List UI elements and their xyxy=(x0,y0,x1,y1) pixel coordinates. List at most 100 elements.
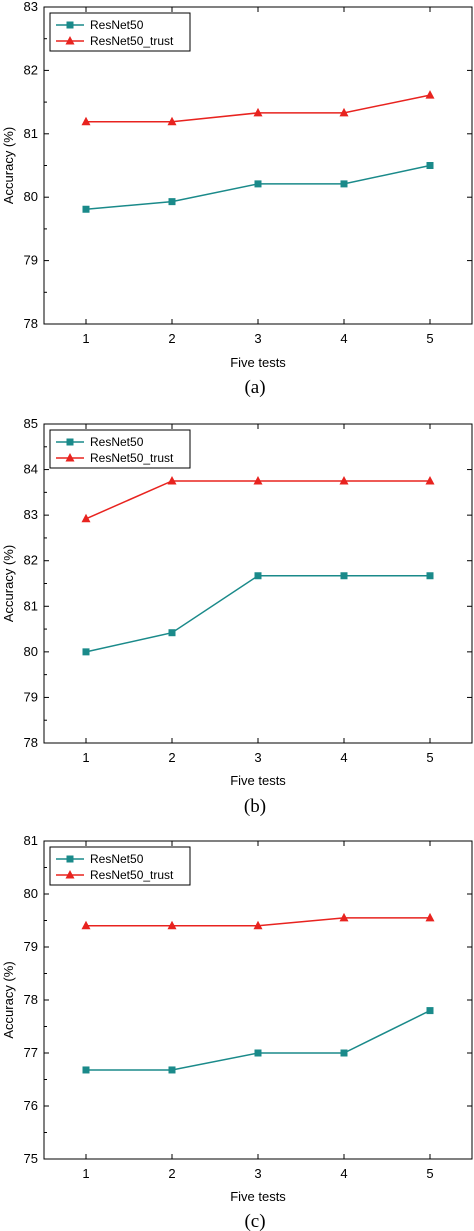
data-point-triangle xyxy=(425,90,435,99)
x-tick-label: 5 xyxy=(426,750,433,765)
plot-frame xyxy=(43,423,473,744)
data-point-triangle xyxy=(167,920,177,930)
legend-label: ResNet50_trust xyxy=(90,868,174,882)
y-tick-label: 81 xyxy=(24,598,38,613)
x-tick-label: 2 xyxy=(168,331,175,346)
x-tick-label: 2 xyxy=(168,750,175,765)
x-tick-label: 4 xyxy=(340,1166,347,1181)
data-point-square xyxy=(340,572,348,580)
data-point-square xyxy=(254,572,262,580)
data-point-triangle xyxy=(253,107,263,117)
legend-marker-triangle xyxy=(65,36,75,45)
x-tick-label: 3 xyxy=(254,750,261,765)
data-point-triangle xyxy=(81,116,91,126)
data-point-triangle xyxy=(339,475,349,485)
legend-box xyxy=(49,846,191,886)
y-tick-label: 79 xyxy=(24,689,38,704)
figure-caption: (b) xyxy=(244,796,266,817)
data-point-square xyxy=(340,1049,348,1057)
legend-label: ResNet50 xyxy=(90,435,144,449)
data-point-square xyxy=(168,198,176,206)
y-axis-label: Accuracy (%) xyxy=(1,127,16,204)
legend-box xyxy=(49,12,191,52)
series-line-2 xyxy=(85,480,430,520)
data-point-square xyxy=(254,1049,262,1057)
data-point-triangle xyxy=(425,912,435,922)
data-point-square xyxy=(340,180,348,188)
chart-panel-3: 75 76 77 78 79 80 81 1 2 3 4 5 Five tests Accuracy (%… xyxy=(1,833,473,1231)
y-tick-label: 79 xyxy=(24,939,38,954)
data-point-square xyxy=(426,162,434,169)
legend-marker-triangle xyxy=(65,453,75,462)
legend-marker-square xyxy=(66,21,74,29)
y-tick-label: 76 xyxy=(24,1098,38,1113)
figure-caption: (c) xyxy=(244,1211,265,1231)
y-tick-label: 85 xyxy=(24,416,38,431)
x-tick-label: 3 xyxy=(254,331,261,346)
x-tick-label: 3 xyxy=(254,1166,261,1181)
data-point-triangle xyxy=(425,475,435,485)
y-tick-label: 81 xyxy=(24,126,38,141)
legend-label: ResNet50 xyxy=(90,852,144,866)
data-point-triangle xyxy=(81,513,91,523)
plot-frame xyxy=(43,6,473,325)
legend-marker-square xyxy=(66,438,74,446)
legend-box xyxy=(49,429,191,469)
y-tick-label: 80 xyxy=(24,644,38,659)
y-tick-label: 82 xyxy=(24,553,38,568)
y-tick-label: 83 xyxy=(24,507,38,522)
series-line-1 xyxy=(86,1009,431,1071)
chart-panel-2: 78 79 80 81 82 83 84 85 1 2 3 4 5 Five tests Accuracy … xyxy=(1,416,473,817)
data-point-triangle xyxy=(167,475,177,485)
data-point-triangle xyxy=(339,107,349,117)
y-tick-label: 82 xyxy=(24,62,38,77)
y-tick-label: 84 xyxy=(24,462,38,477)
legend-marker-triangle xyxy=(65,870,75,879)
data-point-square xyxy=(168,1066,176,1074)
y-tick-label: 78 xyxy=(24,316,38,331)
legend-marker-square xyxy=(66,855,74,863)
data-point-triangle xyxy=(253,920,263,930)
y-tick-label: 78 xyxy=(24,992,38,1007)
x-tick-label: 4 xyxy=(340,331,347,346)
x-tick-label: 5 xyxy=(426,331,433,346)
legend-label: ResNet50 xyxy=(90,18,144,32)
data-point-triangle xyxy=(81,920,91,930)
x-tick-label: 1 xyxy=(82,331,89,346)
data-point-square xyxy=(82,205,90,213)
legend-label: ResNet50_trust xyxy=(90,451,174,465)
data-point-square xyxy=(168,629,176,637)
x-tick-label: 5 xyxy=(426,1166,433,1181)
y-tick-label: 77 xyxy=(24,1045,38,1060)
x-axis-label: Five tests xyxy=(230,1189,286,1204)
y-tick-label: 80 xyxy=(24,886,38,901)
legend-label: ResNet50_trust xyxy=(90,34,174,48)
data-point-square xyxy=(82,1066,90,1074)
data-point-triangle xyxy=(339,912,349,922)
x-tick-label: 1 xyxy=(82,1166,89,1181)
x-tick-label: 2 xyxy=(168,1166,175,1181)
y-axis-label: Accuracy (%) xyxy=(1,961,16,1038)
figure-caption: (a) xyxy=(244,377,265,398)
plot-frame xyxy=(43,840,473,1160)
data-point-square xyxy=(426,572,434,580)
x-axis-label: Five tests xyxy=(230,355,286,370)
y-axis-label: Accuracy (%) xyxy=(1,545,16,622)
y-tick-label: 81 xyxy=(24,833,38,848)
series-line-1 xyxy=(85,575,430,653)
x-tick-label: 1 xyxy=(82,750,89,765)
y-tick-label: 78 xyxy=(24,735,38,750)
y-tick-label: 83 xyxy=(24,0,38,14)
data-point-square xyxy=(426,1007,434,1015)
chart-panel-1: 78 79 80 81 82 83 1 2 3 4 5 Five tests Accuracy (%) R… xyxy=(1,0,473,398)
x-tick-label: 4 xyxy=(340,750,347,765)
data-point-triangle xyxy=(253,475,263,485)
y-tick-label: 79 xyxy=(24,253,38,268)
data-point-triangle xyxy=(167,116,177,126)
data-point-square xyxy=(254,180,262,188)
data-point-square xyxy=(82,648,90,656)
y-tick-label: 75 xyxy=(24,1151,38,1166)
y-tick-label: 80 xyxy=(24,189,38,204)
x-axis-label: Five tests xyxy=(230,773,286,788)
